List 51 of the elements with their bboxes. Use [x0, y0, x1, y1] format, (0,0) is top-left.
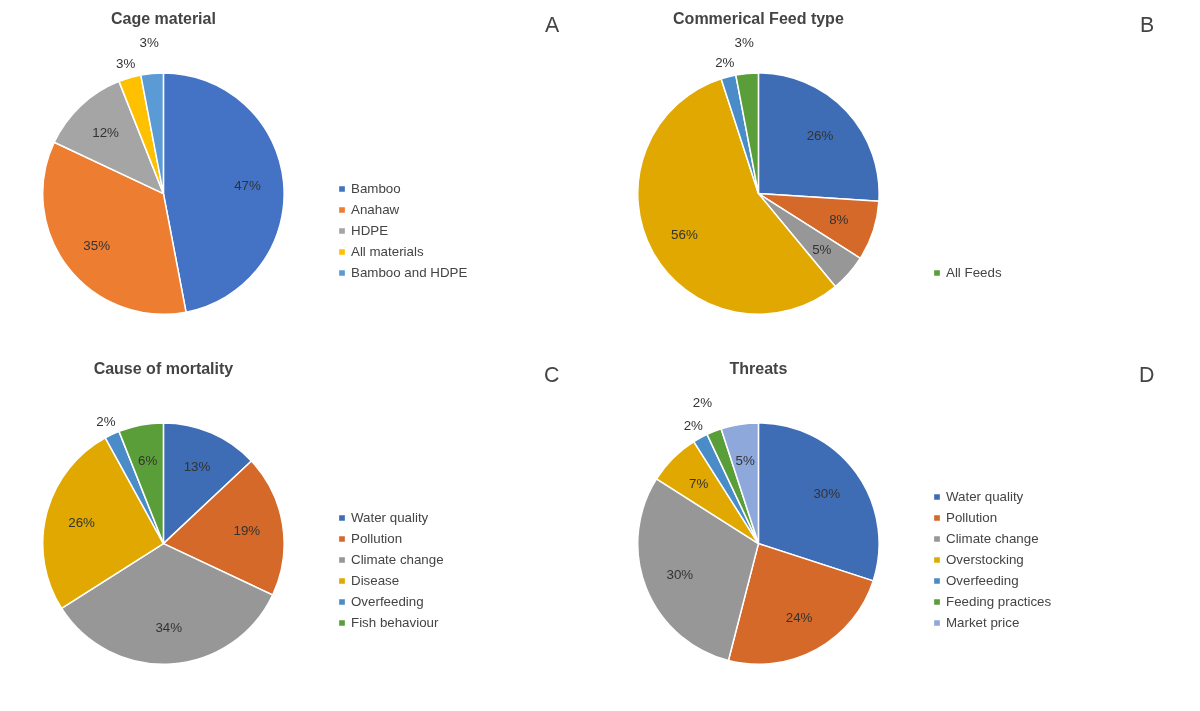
text: C — [543, 362, 560, 387]
data-label: 19% — [233, 522, 261, 538]
legend-label: Water quality — [946, 489, 1024, 504]
data-label: 3% — [139, 34, 159, 50]
legend-label: Water quality — [351, 510, 429, 525]
data-label: 5% — [735, 452, 755, 468]
text: D — [1138, 362, 1155, 387]
data-label: 56% — [671, 226, 698, 242]
data-label: 30% — [666, 567, 694, 583]
data-label: 2% — [683, 417, 704, 433]
legend-label: HDPE — [351, 223, 389, 238]
data-label: 7% — [689, 476, 709, 492]
legend-label: Pollution — [946, 510, 998, 525]
data-label: 24% — [785, 610, 813, 626]
text: A — [545, 12, 561, 37]
data-label: 3% — [734, 34, 754, 50]
data-label: 2% — [692, 394, 713, 410]
legend-label: All Feeds — [946, 265, 1002, 280]
data-label: 5% — [812, 241, 832, 257]
legend-label: Anahaw — [351, 202, 400, 217]
legend-label: Bamboo and HDPE — [351, 265, 468, 280]
data-label: 3% — [116, 56, 136, 72]
chart-title: Cage material — [110, 10, 216, 28]
chart-title: Commerical Feed type — [673, 10, 844, 28]
legend-label: Market price — [946, 615, 1020, 630]
chart-title: Cause of mortality — [93, 360, 234, 378]
chart-title: Threats — [729, 360, 788, 378]
data-label: 12% — [92, 124, 120, 140]
data-label: 47% — [234, 178, 262, 194]
data-label: 6% — [137, 453, 158, 469]
legend-label: Overfeeding — [946, 573, 1019, 588]
data-label: 2% — [96, 413, 116, 429]
legend-label: Overstocking — [946, 552, 1024, 567]
legend-label: Pollution — [351, 531, 403, 546]
legend-label: Bamboo — [351, 181, 401, 196]
legend-label: All materials — [351, 244, 424, 259]
legend-label: Disease — [351, 573, 400, 588]
text: B — [1140, 12, 1155, 37]
data-label: 2% — [715, 55, 735, 71]
legend-label: Overfeeding — [351, 594, 424, 609]
legend-label: Climate change — [351, 552, 444, 567]
data-label: 13% — [183, 458, 211, 474]
data-label: 8% — [829, 212, 849, 228]
data-label: 34% — [155, 620, 183, 636]
data-label: 26% — [806, 128, 834, 144]
legend-label: Feeding practices — [946, 594, 1052, 609]
data-label: 30% — [813, 486, 841, 502]
data-label: 35% — [83, 237, 111, 253]
legend-label: Climate change — [946, 531, 1039, 546]
data-label: 26% — [68, 515, 96, 531]
legend-label: Fish behaviour — [351, 615, 439, 630]
